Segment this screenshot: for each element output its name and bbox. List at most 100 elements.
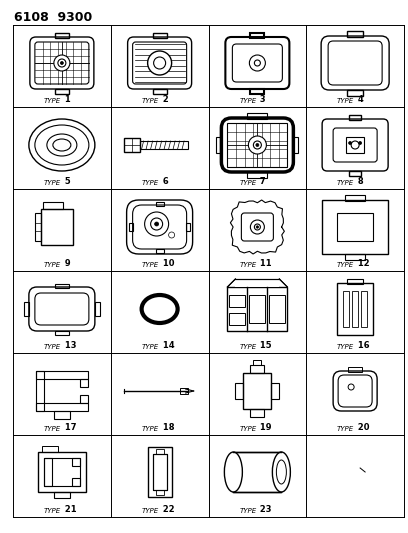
- Text: 5: 5: [62, 177, 71, 186]
- Text: TYPE: TYPE: [142, 344, 159, 350]
- Bar: [347, 279, 363, 284]
- Bar: [251, 365, 264, 373]
- Bar: [235, 279, 279, 287]
- Bar: [251, 88, 264, 93]
- Text: TYPE: TYPE: [337, 426, 354, 432]
- Text: TYPE: TYPE: [142, 262, 159, 268]
- Text: 13: 13: [62, 341, 76, 350]
- Text: 20: 20: [355, 423, 370, 432]
- Bar: [43, 202, 63, 209]
- Text: TYPE: TYPE: [142, 98, 159, 104]
- Text: TYPE: TYPE: [239, 344, 256, 350]
- Text: TYPE: TYPE: [142, 508, 159, 514]
- Circle shape: [58, 59, 66, 67]
- Bar: [233, 452, 282, 492]
- Bar: [38, 452, 86, 492]
- Bar: [347, 30, 363, 36]
- Bar: [347, 90, 363, 95]
- Text: TYPE: TYPE: [44, 426, 61, 432]
- Text: TYPE: TYPE: [239, 180, 256, 186]
- Bar: [251, 409, 264, 417]
- Bar: [54, 411, 70, 419]
- Bar: [345, 254, 365, 260]
- Text: TYPE: TYPE: [239, 262, 256, 268]
- Text: 16: 16: [355, 341, 370, 350]
- Text: TYPE: TYPE: [44, 180, 61, 186]
- Text: 6108  9300: 6108 9300: [14, 11, 92, 24]
- Bar: [229, 313, 245, 325]
- Bar: [249, 295, 265, 323]
- Text: TYPE: TYPE: [142, 426, 159, 432]
- Text: TYPE: TYPE: [239, 508, 256, 514]
- Bar: [343, 291, 349, 327]
- Ellipse shape: [273, 452, 290, 492]
- Bar: [227, 123, 287, 167]
- Ellipse shape: [224, 452, 242, 492]
- Ellipse shape: [276, 460, 286, 484]
- Text: 6: 6: [160, 177, 169, 186]
- Circle shape: [155, 222, 159, 226]
- Bar: [247, 172, 267, 177]
- Bar: [124, 138, 140, 152]
- Bar: [155, 449, 164, 454]
- Bar: [140, 141, 188, 149]
- Bar: [95, 302, 100, 316]
- Circle shape: [60, 61, 63, 64]
- Bar: [80, 395, 88, 403]
- Bar: [153, 33, 166, 37]
- Bar: [337, 283, 373, 335]
- Bar: [36, 371, 88, 379]
- Text: TYPE: TYPE: [44, 98, 61, 104]
- Bar: [244, 373, 271, 409]
- Text: 15: 15: [257, 341, 272, 350]
- Bar: [247, 112, 267, 118]
- Text: 12: 12: [355, 259, 370, 268]
- Text: 17: 17: [62, 423, 76, 432]
- Text: 23: 23: [257, 505, 272, 514]
- Text: 22: 22: [160, 505, 174, 514]
- Bar: [55, 88, 69, 93]
- Circle shape: [248, 136, 266, 154]
- Text: TYPE: TYPE: [337, 180, 354, 186]
- Text: TYPE: TYPE: [337, 262, 354, 268]
- Bar: [55, 330, 69, 335]
- Text: TYPE: TYPE: [337, 98, 354, 104]
- Text: 4: 4: [355, 95, 364, 104]
- Text: 19: 19: [257, 423, 272, 432]
- Bar: [72, 478, 80, 486]
- Bar: [55, 33, 69, 37]
- Circle shape: [154, 57, 166, 69]
- Bar: [44, 458, 80, 486]
- Bar: [352, 291, 358, 327]
- Text: TYPE: TYPE: [44, 344, 61, 350]
- Bar: [345, 195, 365, 200]
- Bar: [349, 115, 361, 119]
- Bar: [293, 137, 298, 153]
- Bar: [72, 458, 80, 466]
- Bar: [216, 137, 222, 153]
- Circle shape: [148, 51, 172, 75]
- Bar: [24, 302, 29, 316]
- Bar: [253, 360, 262, 365]
- Text: TYPE: TYPE: [44, 262, 61, 268]
- Circle shape: [348, 141, 352, 144]
- Bar: [346, 137, 364, 153]
- Text: 3: 3: [257, 95, 266, 104]
- Circle shape: [256, 143, 259, 147]
- Bar: [155, 201, 164, 206]
- Bar: [155, 490, 164, 495]
- Bar: [54, 492, 70, 498]
- Text: 11: 11: [257, 259, 272, 268]
- Bar: [41, 209, 73, 245]
- Bar: [186, 223, 190, 231]
- Text: 21: 21: [62, 505, 77, 514]
- Text: 10: 10: [160, 259, 174, 268]
- Text: 14: 14: [160, 341, 174, 350]
- Bar: [251, 33, 264, 37]
- Bar: [235, 383, 244, 399]
- Bar: [155, 248, 164, 253]
- Circle shape: [54, 55, 70, 71]
- Bar: [269, 295, 285, 323]
- Bar: [36, 371, 44, 411]
- Bar: [153, 88, 166, 93]
